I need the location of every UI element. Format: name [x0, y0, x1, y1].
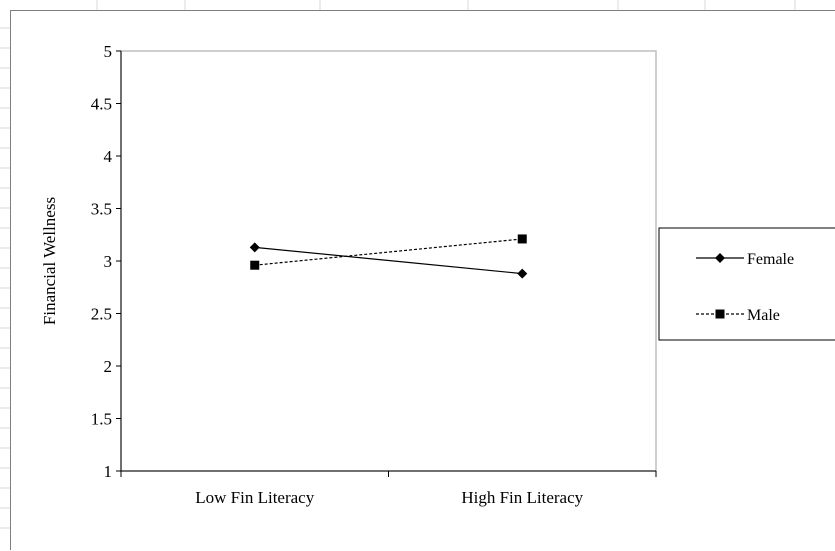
y-tick-label: 2.5: [91, 305, 112, 324]
chart-area[interactable]: 1 1.5 2 2.5 3 3.5 4 4.5 5 Low Fin Literacy High F…: [10, 10, 835, 550]
x-axis-ticks: Low Fin Literacy High Fin Literacy: [120, 471, 657, 507]
y-tick-label: 1.5: [91, 410, 112, 429]
y-tick-label: 5: [104, 42, 113, 61]
y-axis-ticks: 1 1.5 2 2.5 3 3.5 4 4.5 5: [91, 42, 121, 481]
line-chart: 1 1.5 2 2.5 3 3.5 4 4.5 5 Low Fin Literacy High F…: [40, 42, 835, 507]
series-male: [250, 234, 527, 270]
x-tick-label: High Fin Literacy: [461, 488, 583, 507]
legend[interactable]: Female Male: [658, 227, 835, 341]
y-axis-title: Financial Wellness: [40, 197, 59, 325]
legend-item-male[interactable]: Male: [696, 307, 780, 324]
x-tick-label: Low Fin Literacy: [195, 488, 314, 507]
data-point-male: [517, 234, 527, 244]
legend-item-female[interactable]: Female: [696, 251, 794, 268]
data-point-female: [517, 268, 528, 279]
series-layer: [249, 234, 528, 279]
y-tick-label: 3: [104, 252, 113, 271]
series-line-male: [254, 238, 523, 266]
legend-marker-male: [715, 309, 725, 319]
y-tick-label: 1: [104, 462, 113, 481]
y-tick-label: 4.5: [91, 95, 112, 114]
y-tick-label: 4: [104, 147, 113, 166]
legend-label-female: Female: [747, 251, 794, 268]
legend-box: [658, 227, 835, 341]
data-point-female: [249, 242, 260, 253]
series-line-female: [254, 246, 523, 275]
legend-label-male: Male: [747, 307, 780, 324]
y-tick-label: 3.5: [91, 200, 112, 219]
y-tick-label: 2: [104, 357, 113, 376]
legend-marker-female: [715, 253, 725, 263]
data-point-male: [250, 260, 260, 270]
series-female: [249, 242, 528, 279]
